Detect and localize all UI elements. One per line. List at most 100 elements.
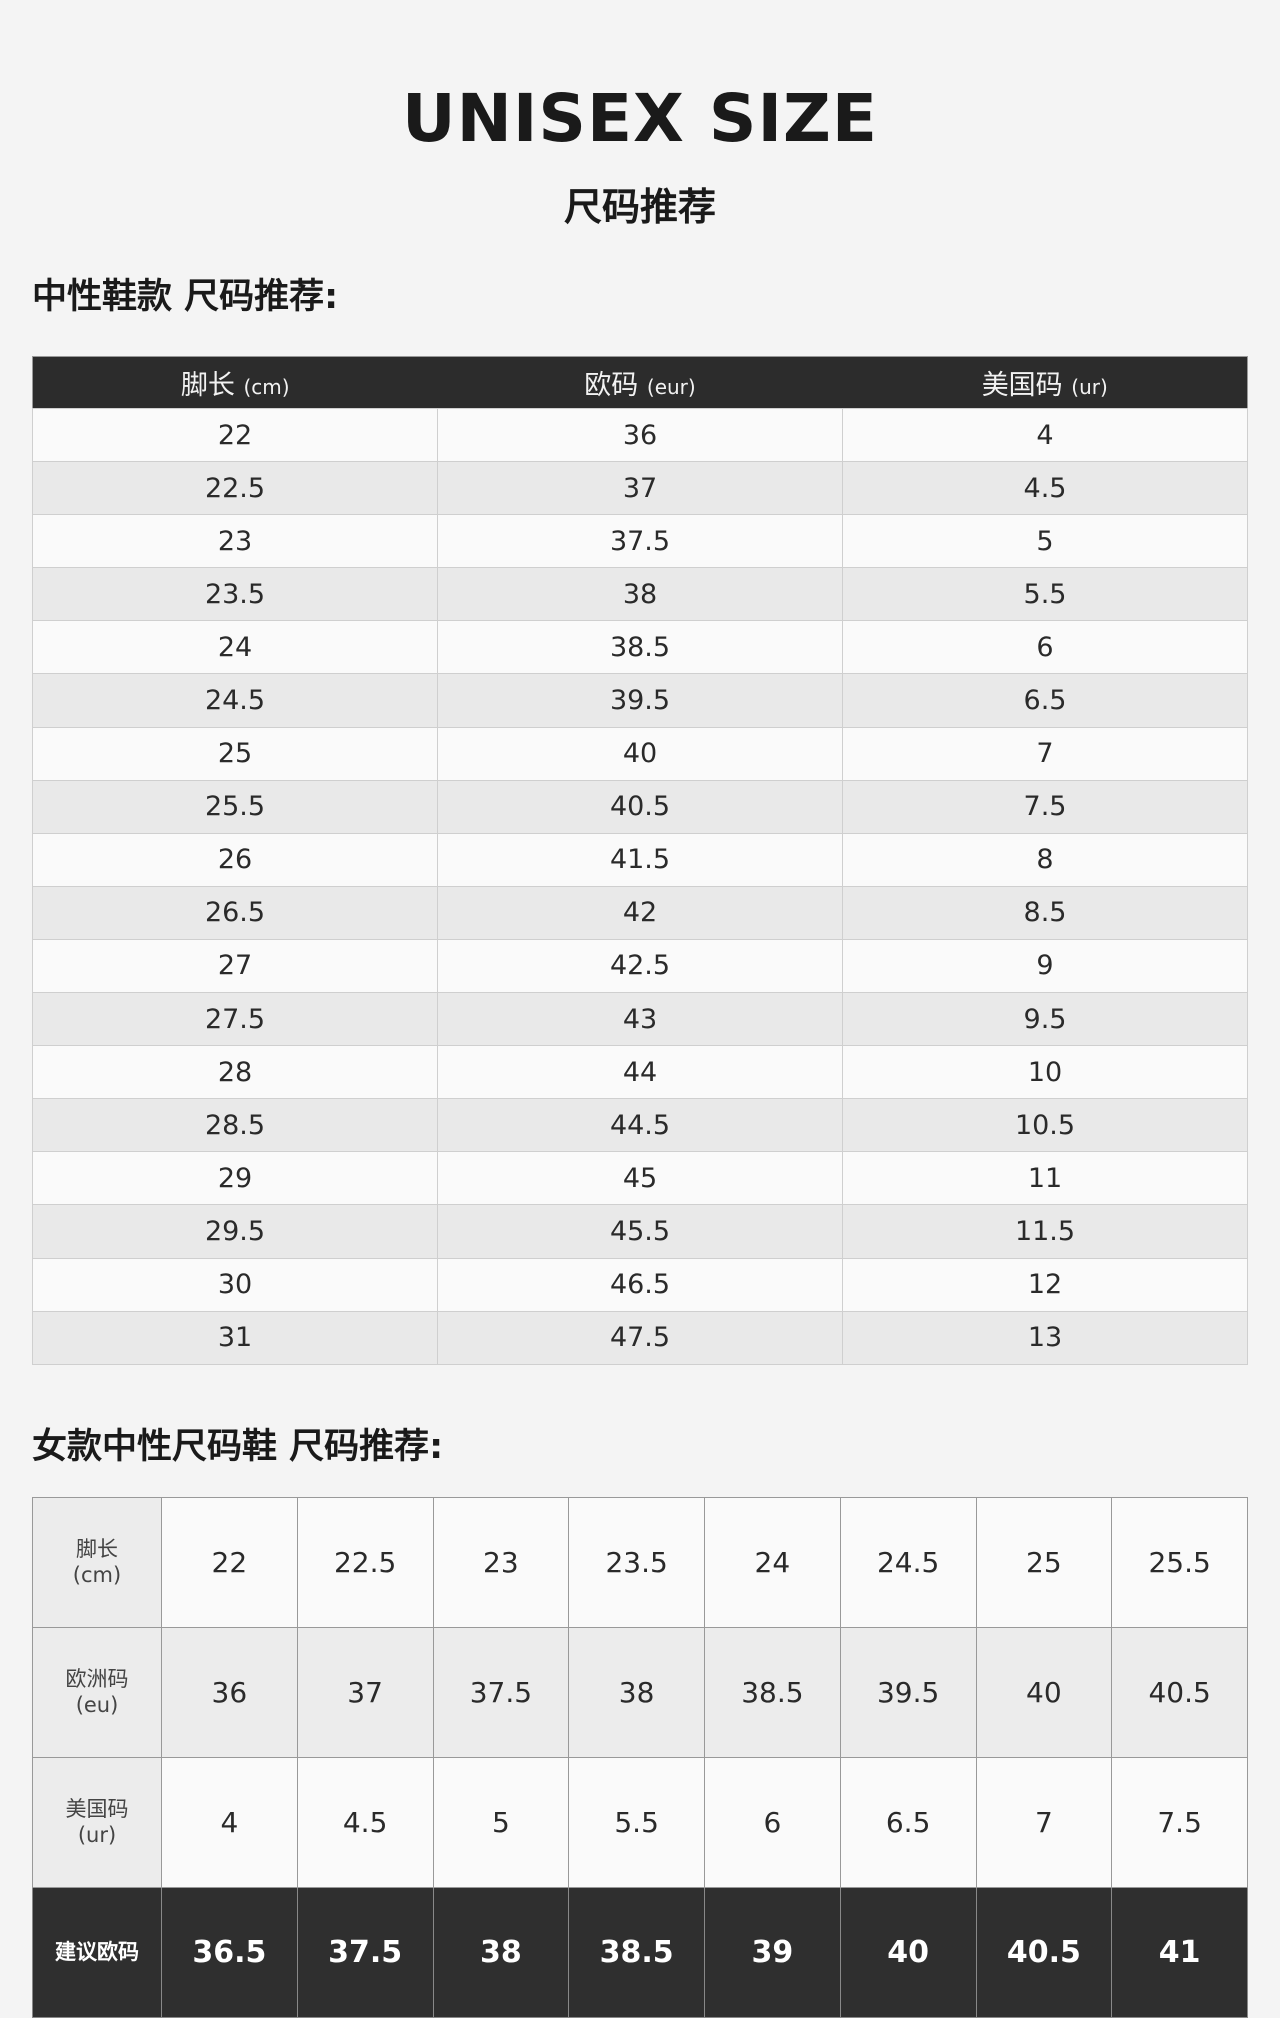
table-row: 23.5 38 5.5 [32, 567, 1248, 622]
table-cell: 22.5 [296, 1497, 434, 1628]
table-cell: 39 [704, 1887, 841, 2018]
header-unit: (ur) [1071, 375, 1108, 399]
table-cell: 40.5 [437, 779, 843, 834]
column-header: 欧码 (eur) [437, 356, 843, 409]
table-cell: 5.5 [568, 1757, 705, 1888]
table-cell: 26 [32, 832, 438, 887]
table-row: 28.5 44.5 10.5 [32, 1098, 1248, 1153]
row-label-unit: (ur) [77, 1822, 117, 1847]
table-cell: 30 [32, 1257, 438, 1312]
table-cell: 13 [842, 1310, 1248, 1365]
table-cell: 44 [437, 1045, 843, 1100]
header-unit: (cm) [243, 375, 290, 399]
table-cell: 12 [842, 1257, 1248, 1312]
table-cell: 40.5 [1111, 1627, 1248, 1758]
table-cell: 23 [32, 514, 438, 569]
table-cell: 7 [842, 726, 1248, 781]
table-cell: 9 [842, 938, 1248, 994]
table-cell: 5 [842, 514, 1248, 569]
table-row: 31 47.5 13 [32, 1310, 1248, 1365]
table-cell: 43 [437, 992, 843, 1047]
table-cell: 11 [842, 1151, 1248, 1206]
table-cell: 27.5 [32, 992, 438, 1047]
table-cell: 36.5 [161, 1887, 298, 2018]
table-cell: 38 [568, 1627, 705, 1758]
table-row: 29 45 11 [32, 1151, 1248, 1206]
table-cell: 42 [437, 885, 843, 940]
table-cell: 23.5 [32, 567, 438, 622]
column-header: 脚长 (cm) [32, 356, 438, 409]
table-row: 脚长 (cm) 22 22.5 23 23.5 24 24.5 25 25.5 [32, 1497, 1248, 1628]
women-size-table: 脚长 (cm) 22 22.5 23 23.5 24 24.5 25 25.5 欧洲码 (eu) 36 3… [32, 1497, 1248, 2018]
table-row: 30 46.5 12 [32, 1257, 1248, 1312]
unisex-size-table: 脚长 (cm) 欧码 (eur) 美国码 (ur) 22 36 4 22.5 37 4.5 23… [32, 356, 1248, 1365]
table-cell: 28.5 [32, 1098, 438, 1153]
table-cell: 11.5 [842, 1204, 1248, 1259]
row-label-text: 建议欧码 [55, 1939, 139, 1964]
table-cell: 41.5 [437, 832, 843, 887]
column-header: 美国码 (ur) [842, 356, 1248, 409]
table-cell: 40 [975, 1627, 1113, 1758]
table-row: 28 44 10 [32, 1045, 1248, 1100]
table-cell: 4 [842, 407, 1248, 463]
table-row: 美国码 (ur) 4 4.5 5 5.5 6 6.5 7 7.5 [32, 1757, 1248, 1888]
row-label: 脚长 (cm) [32, 1497, 162, 1628]
header-unit: (eur) [646, 375, 696, 399]
page-subtitle: 尺码推荐 [563, 185, 716, 229]
table-cell: 39.5 [839, 1627, 977, 1758]
table-cell: 24 [704, 1497, 841, 1628]
table-cell: 37.5 [437, 514, 843, 569]
table-cell: 24.5 [32, 673, 438, 728]
table-cell: 23.5 [568, 1497, 705, 1628]
table-cell: 6.5 [839, 1757, 977, 1888]
page-title: UNISEX SIZE [402, 80, 878, 157]
row-label: 欧洲码 (eu) [32, 1627, 162, 1758]
table-cell: 39.5 [437, 673, 843, 728]
table-cell: 22.5 [32, 461, 438, 516]
table-cell: 5 [432, 1757, 570, 1888]
table-cell: 37 [296, 1627, 434, 1758]
table-row: 26.5 42 8.5 [32, 885, 1248, 940]
table-cell: 38.5 [437, 620, 843, 675]
table-cell: 25 [32, 726, 438, 781]
section2-heading: 女款中性尺码鞋 尺码推荐: [32, 1427, 444, 1467]
table-cell: 40 [839, 1887, 977, 2018]
table-cell: 4.5 [296, 1757, 434, 1888]
table-row: 27.5 43 9.5 [32, 992, 1248, 1047]
table-cell: 37.5 [296, 1887, 434, 2018]
table-cell: 23 [432, 1497, 570, 1628]
table-cell: 36 [161, 1627, 298, 1758]
table-row: 24 38.5 6 [32, 620, 1248, 675]
row-label-text: 欧洲码 [65, 1667, 129, 1692]
table-cell: 38 [432, 1887, 570, 2018]
row-label: 建议欧码 [32, 1887, 162, 2018]
table-cell: 9.5 [842, 992, 1248, 1047]
table-cell: 22 [161, 1497, 298, 1628]
table-cell: 45.5 [437, 1204, 843, 1259]
header-label: 欧码 [584, 370, 639, 401]
table-cell: 8 [842, 832, 1248, 887]
table-row: 26 41.5 8 [32, 832, 1248, 887]
table-cell: 46.5 [437, 1257, 843, 1312]
table-cell: 4 [161, 1757, 298, 1888]
table-cell: 7.5 [1111, 1757, 1248, 1888]
table-cell: 42.5 [437, 938, 843, 994]
table-cell: 6.5 [842, 673, 1248, 728]
table-cell: 44.5 [437, 1098, 843, 1153]
table-cell: 4.5 [842, 461, 1248, 516]
table-cell: 37 [437, 461, 843, 516]
table-row: 25 40 7 [32, 726, 1248, 781]
table-cell: 27 [32, 938, 438, 994]
table-cell: 24 [32, 620, 438, 675]
table-cell: 10 [842, 1045, 1248, 1100]
table-cell: 8.5 [842, 885, 1248, 940]
table-cell: 47.5 [437, 1310, 843, 1365]
table-cell: 38.5 [704, 1627, 841, 1758]
table-cell: 31 [32, 1310, 438, 1365]
row-label-unit: (eu) [75, 1692, 119, 1717]
section1-heading: 中性鞋款 尺码推荐: [32, 277, 339, 317]
table-row: 22 36 4 [32, 407, 1248, 463]
table-cell: 37.5 [432, 1627, 570, 1758]
table-cell: 26.5 [32, 885, 438, 940]
table-cell: 38.5 [568, 1887, 705, 2018]
